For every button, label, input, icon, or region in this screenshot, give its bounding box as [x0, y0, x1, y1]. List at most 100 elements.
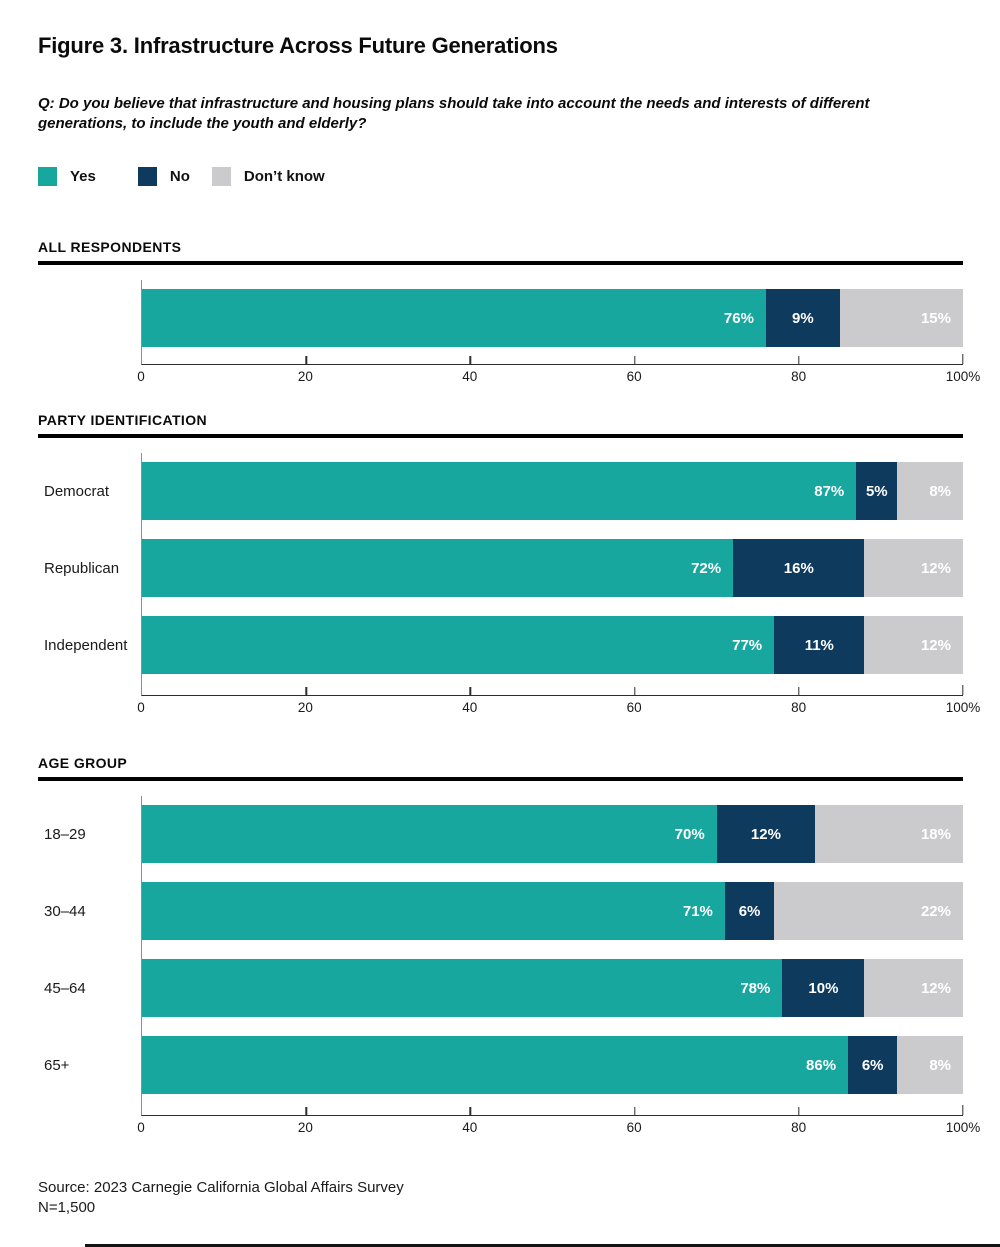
category-label — [38, 289, 141, 347]
x-axis-tick-label: 40 — [462, 369, 478, 385]
stacked-bar-chart: 76% 9% 15% 0 20 40 60 80 100% — [38, 280, 980, 385]
bar-value-label: 8% — [929, 1056, 951, 1074]
x-axis-tick — [962, 354, 964, 365]
bar-segment-no: 9% — [765, 289, 840, 348]
bar-segment-yes: 71% — [142, 882, 725, 941]
x-axis-tick — [305, 1107, 307, 1116]
x-axis-tick — [305, 356, 307, 365]
bar-value-label: 10% — [808, 979, 839, 997]
chart-body: 76% 9% 15% — [38, 280, 963, 356]
category-label: 45–64 — [44, 979, 86, 997]
bar-row: 86% 6% 8% — [142, 1036, 963, 1095]
chart-body: 18–29 30–44 45–64 65+ 70% 12% 18% 71% 6% 22% 78% 10… — [38, 796, 963, 1107]
bar-segment-don-t-know: 12% — [864, 539, 963, 598]
x-axis-tick-label: 20 — [297, 700, 313, 716]
bar-value-label: 5% — [865, 482, 888, 500]
survey-question: Q: Do you believe that infrastructure an… — [38, 95, 870, 133]
x-axis — [141, 354, 964, 366]
bar-value-label: 87% — [814, 482, 845, 500]
page-bottom-rule — [85, 1244, 1000, 1247]
bar-segment-don-t-know: 12% — [864, 959, 963, 1018]
x-axis-tick-label: 80 — [791, 700, 807, 716]
bar-value-label: 8% — [929, 482, 951, 500]
bar-row: 77% 11% 12% — [142, 616, 963, 675]
section-header: PARTY IDENTIFICATION — [38, 412, 207, 429]
bar-segment-no: 6% — [724, 882, 775, 941]
bar-segment-yes: 86% — [142, 1036, 849, 1095]
bar-segment-yes: 70% — [142, 805, 717, 864]
category-gutter: Democrat Republican Independent — [38, 453, 141, 686]
bar-value-label: 18% — [920, 825, 951, 843]
stacked-bar-chart: 18–29 30–44 45–64 65+ 70% 12% 18% 71% 6% 22% 78% 10… — [38, 796, 980, 1136]
x-axis-labels: 0 20 40 60 80 100% — [137, 1120, 980, 1136]
category-label: Republican — [44, 559, 120, 577]
plot-area: 70% 12% 18% 71% 6% 22% 78% 10% 12% 86% 6% 8% — [141, 796, 963, 1107]
stacked-bar-chart: Democrat Republican Independent 87% 5% 8% 72% 1… — [38, 453, 980, 716]
x-axis-tick — [962, 685, 964, 696]
x-axis-tick — [305, 687, 307, 696]
section-header: AGE GROUP — [38, 755, 128, 772]
bar-segment-no: 12% — [716, 805, 816, 864]
bar-value-label: 16% — [783, 559, 814, 577]
legend-item-no: No — [137, 167, 190, 187]
x-axis-tick-label: 0 — [137, 1120, 145, 1136]
x-axis-tick-label: 100% — [945, 369, 981, 385]
x-axis-tick-label: 100% — [945, 700, 981, 716]
bar-segment-don-t-know: 8% — [897, 462, 963, 521]
x-axis-tick — [798, 687, 800, 696]
x-axis-tick-label: 60 — [626, 700, 642, 716]
bar-value-label: 11% — [804, 636, 834, 654]
bar-segment-yes: 72% — [142, 539, 734, 598]
figure-page: Figure 3. Infrastructure Across Future G… — [38, 33, 980, 1217]
x-axis-tick-label: 80 — [791, 369, 807, 385]
x-axis-tick — [633, 687, 636, 696]
bar-row: 78% 10% 12% — [142, 959, 963, 1018]
x-axis-tick-label: 0 — [137, 369, 145, 385]
bar-value-label: 12% — [920, 636, 951, 654]
x-axis-tick — [469, 1107, 472, 1116]
bar-row: 72% 16% 12% — [142, 539, 963, 598]
bar-segment-don-t-know: 22% — [774, 882, 963, 941]
charts-container: ALL RESPONDENTS 76% 9% 15% 0 20 40 60 80 100% PART… — [38, 239, 980, 1136]
bar-segment-yes: 78% — [142, 959, 783, 1018]
section-rule — [38, 434, 963, 439]
bar-value-label: 72% — [691, 559, 722, 577]
bar-row: 76% 9% 15% — [142, 289, 963, 348]
bar-row: 87% 5% 8% — [142, 462, 963, 521]
bar-value-label: 78% — [740, 979, 771, 997]
bar-value-label: 15% — [920, 309, 951, 327]
bar-segment-yes: 76% — [142, 289, 766, 348]
bar-value-label: 71% — [682, 902, 713, 920]
bar-value-label: 22% — [920, 902, 951, 920]
x-axis-tick — [633, 1107, 636, 1116]
bar-value-label: 12% — [920, 979, 951, 997]
sample-size-text: N=1,500 — [38, 1199, 96, 1217]
bar-segment-don-t-know: 18% — [815, 805, 963, 864]
x-axis-tick — [962, 1105, 964, 1116]
section-party-identification: PARTY IDENTIFICATION Democrat Republican In… — [38, 412, 980, 716]
x-axis-tick-label: 80 — [791, 1120, 807, 1136]
legend-label: Don’t know — [243, 168, 325, 186]
plot-area: 76% 9% 15% — [141, 280, 963, 356]
category-label: 18–29 — [44, 825, 86, 843]
x-axis-tick-label: 40 — [462, 700, 478, 716]
legend-label: No — [169, 168, 190, 186]
source-text: Source: 2023 Carnegie California Global … — [38, 1179, 404, 1197]
x-axis-tick-label: 100% — [945, 1120, 981, 1136]
legend-item-don-t-know: Don’t know — [211, 167, 325, 187]
section-header: ALL RESPONDENTS — [38, 239, 182, 256]
section-rule — [38, 261, 963, 266]
category-label: Democrat — [44, 482, 110, 500]
x-axis-tick-label: 20 — [297, 369, 313, 385]
bar-value-label: 70% — [674, 825, 705, 843]
bar-value-label: 9% — [792, 309, 814, 327]
legend-label: Yes — [70, 168, 96, 186]
category-gutter: 18–29 30–44 45–64 65+ — [38, 796, 141, 1106]
category-label: 30–44 — [44, 902, 86, 920]
legend-swatch-don-t-know-icon — [211, 167, 231, 187]
plot-area: 87% 5% 8% 72% 16% 12% 77% 11% 12% — [141, 453, 963, 687]
x-axis-tick — [633, 356, 636, 365]
bar-row: 71% 6% 22% — [142, 882, 963, 941]
bar-segment-don-t-know: 15% — [839, 289, 963, 348]
x-axis-tick — [469, 356, 472, 365]
